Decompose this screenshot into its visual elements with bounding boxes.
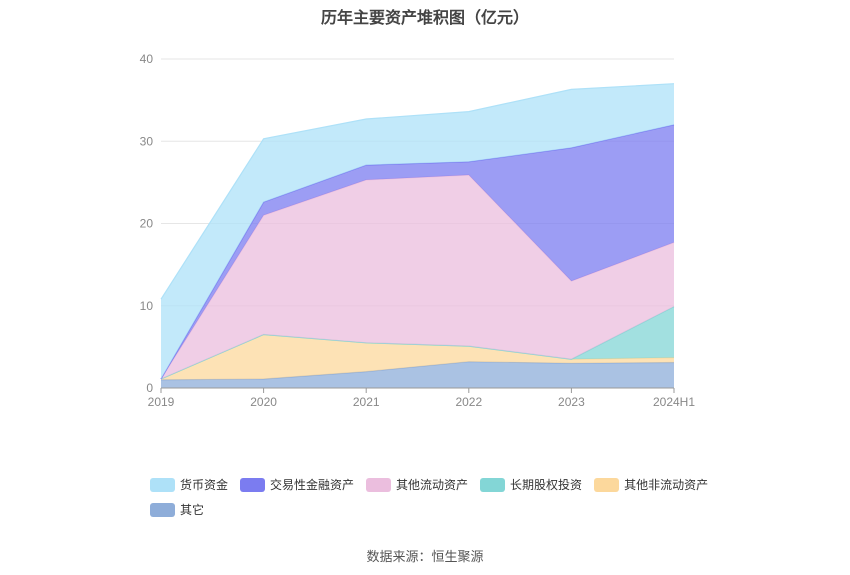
legend-swatch <box>366 477 392 492</box>
legend-item[interactable]: 长期股权投资 <box>480 472 582 497</box>
area-其他流动资产 <box>161 175 674 379</box>
y-tick-label: 40 <box>140 52 154 66</box>
chart-title: 历年主要资产堆积图（亿元） <box>320 8 529 27</box>
y-tick-label: 30 <box>140 134 154 148</box>
legend-item[interactable]: 交易性金融资产 <box>240 472 354 497</box>
x-tick-label: 2024H1 <box>653 395 695 409</box>
legend-swatch <box>594 477 620 492</box>
y-tick-label: 0 <box>146 381 153 395</box>
x-tick-label: 2021 <box>353 395 380 409</box>
area-series <box>160 83 675 388</box>
legend-label: 其它 <box>180 503 205 517</box>
legend-label: 其他流动资产 <box>396 478 469 492</box>
legend-item[interactable]: 其它 <box>150 497 204 522</box>
axes: 0 10 20 30 40 2019 2020 2021 2022 2023 2024H1 <box>140 52 696 409</box>
legend-item[interactable]: 货币资金 <box>150 472 228 497</box>
legend-item[interactable]: 其他流动资产 <box>366 472 468 497</box>
legend-swatch <box>240 477 266 492</box>
x-tick-label: 2023 <box>558 395 585 409</box>
data-source-note: 数据来源：恒生聚源 <box>366 550 484 565</box>
legend-swatch <box>480 477 506 492</box>
area-其他非流动资产 <box>161 334 674 380</box>
legend: 货币资金 交易性金融资产 其他流动资产 长期股权投资 其他非流动资产其它 <box>150 472 730 522</box>
area-其它 <box>161 361 674 388</box>
x-tick-label: 2019 <box>148 395 175 409</box>
x-tick-label: 2022 <box>455 395 482 409</box>
legend-swatch <box>150 477 175 492</box>
x-tick-label: 2020 <box>250 395 277 409</box>
y-tick-label: 10 <box>140 299 154 313</box>
area-货币资金 <box>161 83 674 379</box>
legend-swatch <box>150 502 175 517</box>
y-tick-label: 20 <box>140 217 154 231</box>
area-交易性金融资产 <box>161 124 674 379</box>
legend-label: 货币资金 <box>180 478 229 492</box>
legend-label: 交易性金融资产 <box>270 478 355 492</box>
legend-label: 其他非流动资产 <box>624 478 709 492</box>
area-edge-货币资金 <box>160 83 675 300</box>
legend-item[interactable]: 其他非流动资产 <box>594 472 708 497</box>
legend-label: 长期股权投资 <box>510 478 583 492</box>
